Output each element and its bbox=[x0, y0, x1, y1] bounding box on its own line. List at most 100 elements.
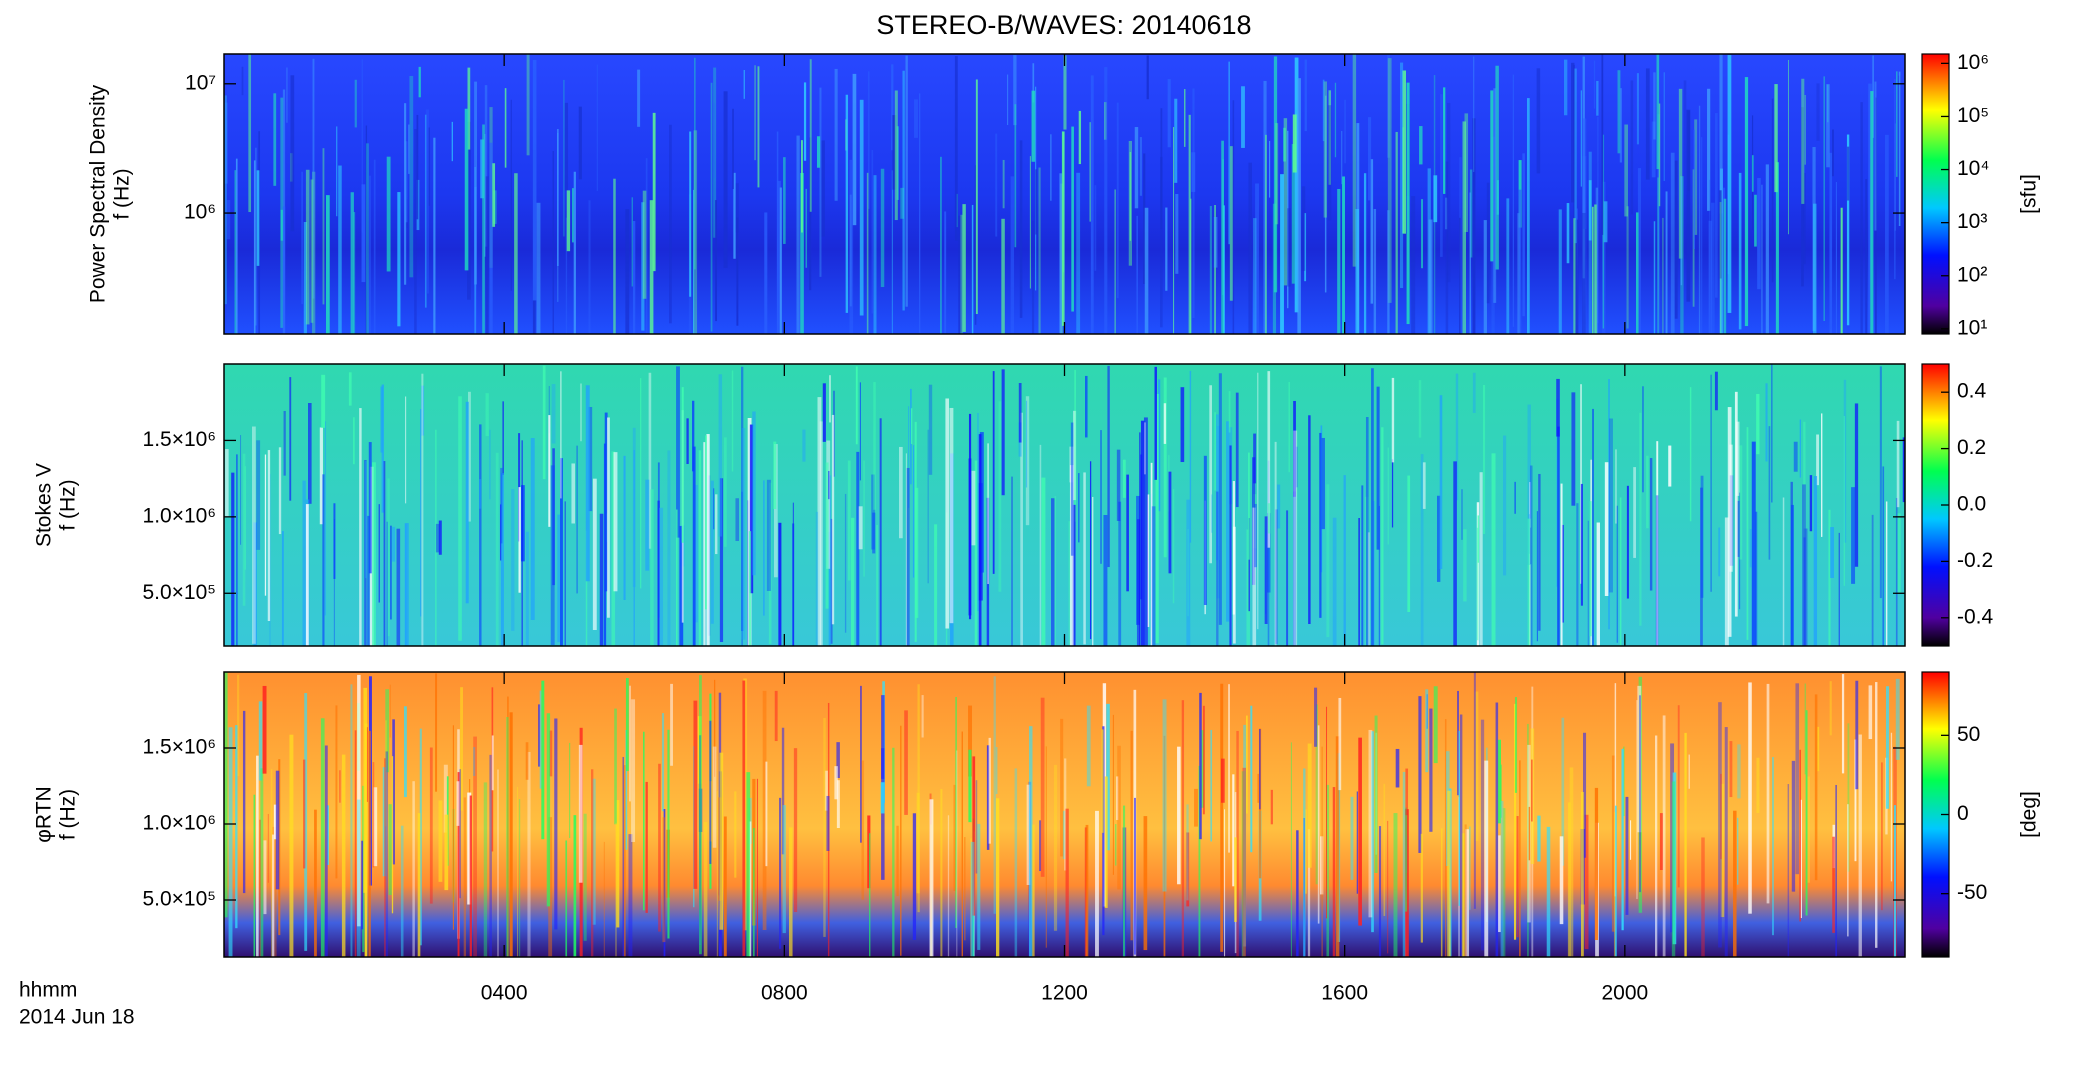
spectrogram-streak bbox=[1738, 492, 1741, 610]
spectrogram-streak bbox=[710, 480, 714, 624]
spectrogram-streak bbox=[1765, 164, 1769, 334]
spectrogram-streak bbox=[1232, 774, 1235, 887]
spectrogram-streak bbox=[1114, 189, 1116, 334]
spectrogram-streak bbox=[1215, 414, 1220, 561]
spectrogram-streak bbox=[861, 760, 865, 900]
spectrogram-streak bbox=[1854, 739, 1857, 862]
spectrogram-streak bbox=[1061, 131, 1065, 326]
spectrogram-streak bbox=[849, 159, 854, 334]
spectrogram-streak bbox=[1425, 689, 1429, 773]
spectrogram-streak bbox=[1160, 108, 1163, 229]
spectrogram-streak bbox=[566, 190, 571, 252]
spectrogram-streak bbox=[1626, 485, 1629, 599]
spectrogram-streak bbox=[1662, 217, 1664, 334]
spectrogram-streak bbox=[224, 672, 228, 918]
spectrogram-streak bbox=[783, 157, 786, 244]
spectrogram-streak bbox=[548, 817, 553, 957]
colorbar-tick-label: 50 bbox=[1957, 723, 1980, 746]
spectrogram-streak bbox=[1236, 730, 1239, 957]
spectrogram-streak bbox=[735, 498, 739, 542]
spectrogram-streak bbox=[1163, 735, 1166, 957]
spectrogram-streak bbox=[756, 778, 759, 957]
spectrogram-streak bbox=[1358, 517, 1360, 646]
spectrogram-streak bbox=[389, 684, 391, 738]
spectrogram-streak bbox=[1107, 365, 1110, 568]
spectrogram-streak bbox=[1324, 95, 1327, 293]
spectrogram-streak bbox=[1253, 433, 1257, 484]
spectrogram-streak bbox=[273, 804, 277, 840]
spectrogram-streak bbox=[392, 719, 395, 865]
spectrogram-streak bbox=[396, 528, 401, 646]
spectrogram-streak bbox=[894, 90, 898, 221]
spectrogram-streak bbox=[363, 687, 368, 893]
spectrogram-streak bbox=[1440, 94, 1443, 257]
spectrogram-streak bbox=[1338, 697, 1342, 791]
spectrogram-streak bbox=[1593, 60, 1596, 109]
spectrogram-streak bbox=[464, 108, 469, 271]
spectrogram-streak bbox=[1001, 218, 1005, 334]
spectrogram-streak bbox=[873, 382, 876, 510]
spectrogram-streak bbox=[1143, 417, 1148, 646]
spectrogram-streak bbox=[645, 158, 648, 334]
spectrogram-streak bbox=[1482, 384, 1486, 535]
spectrogram-streak bbox=[572, 188, 574, 243]
spectrogram-streak bbox=[1248, 162, 1252, 334]
spectrogram-streak bbox=[1444, 719, 1447, 957]
spectrogram-streak bbox=[867, 71, 870, 209]
spectrogram-streak bbox=[905, 55, 908, 307]
spectrogram-streak bbox=[278, 447, 282, 535]
spectrogram-streak bbox=[988, 737, 991, 844]
spectrogram-streak bbox=[1536, 68, 1541, 174]
spectrogram-streak bbox=[1843, 379, 1847, 543]
spectrogram-streak bbox=[336, 126, 338, 217]
spectrogram-streak bbox=[692, 446, 696, 646]
spectrogram-streak bbox=[629, 685, 631, 802]
spectrogram-streak bbox=[226, 200, 231, 240]
spectrogram-streak bbox=[228, 727, 233, 957]
spectrogram-streak bbox=[826, 795, 830, 851]
spectrogram-streak bbox=[929, 799, 934, 957]
spectrogram-streak bbox=[1246, 529, 1250, 646]
spectrogram-streak bbox=[1210, 729, 1213, 842]
spectrogram-streak bbox=[1596, 522, 1600, 646]
spectrogram-streak bbox=[1683, 80, 1687, 259]
spectrogram-streak bbox=[504, 88, 507, 168]
spectrogram-streak bbox=[1801, 78, 1805, 204]
spectrogram-streak bbox=[625, 678, 629, 772]
spectrogram-streak bbox=[1512, 74, 1514, 327]
colorbar bbox=[1921, 53, 1950, 335]
spectrogram-streak bbox=[414, 129, 417, 334]
spectrogram-streak bbox=[551, 384, 556, 444]
spectrogram-streak bbox=[564, 501, 566, 646]
spectrogram-streak bbox=[1065, 808, 1069, 957]
spectrogram-streak bbox=[1263, 80, 1267, 334]
spectrogram-streak bbox=[237, 674, 240, 777]
spectrogram-streak bbox=[905, 453, 908, 646]
spectrogram-streak bbox=[1670, 152, 1675, 334]
spectrogram-streak bbox=[1270, 789, 1273, 825]
spectrogram-streak bbox=[1495, 702, 1499, 957]
spectrogram-streak bbox=[1757, 177, 1761, 290]
spectrogram-streak bbox=[1719, 54, 1723, 214]
spectrogram-streak bbox=[1290, 742, 1292, 957]
spectrogram-streak bbox=[548, 385, 550, 434]
spectrogram-streak bbox=[1376, 386, 1380, 550]
spectrogram-streak bbox=[1154, 366, 1157, 480]
spectrogram-streak bbox=[1677, 705, 1680, 888]
spectrogram-streak bbox=[497, 769, 499, 957]
spectrogram-streak bbox=[1604, 462, 1609, 597]
spectrogram-streak bbox=[1428, 219, 1433, 334]
spectrogram-streak bbox=[1095, 810, 1099, 957]
spectrogram-streak bbox=[692, 400, 695, 472]
spectrogram-streak bbox=[1619, 497, 1622, 646]
spectrogram-streak bbox=[1636, 212, 1639, 334]
spectrogram-streak bbox=[1795, 683, 1800, 875]
spectrogram-streak bbox=[507, 696, 509, 957]
spectrogram-streak bbox=[1363, 173, 1367, 334]
spectrogram-streak bbox=[958, 215, 962, 334]
spectrogram-streak bbox=[428, 127, 430, 206]
spectrogram-streak bbox=[1350, 796, 1354, 880]
spectrogram-streak bbox=[1882, 466, 1885, 646]
spectrogram-streak bbox=[821, 140, 825, 237]
spectrogram-streak bbox=[1608, 379, 1610, 630]
